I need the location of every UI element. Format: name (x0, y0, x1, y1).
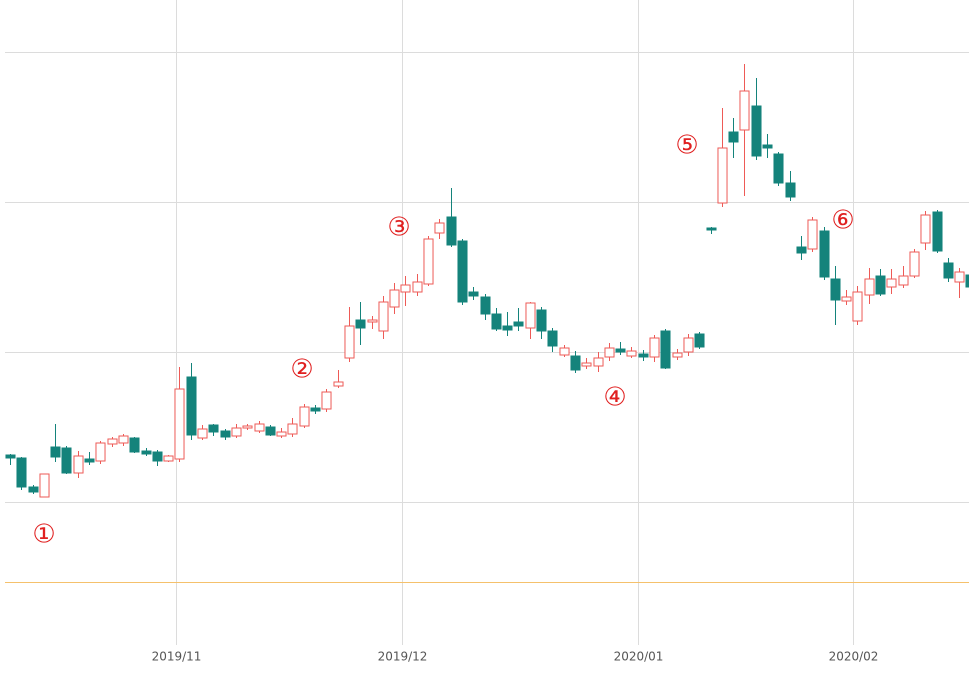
candle-body (242, 425, 253, 429)
candle-body (649, 337, 660, 358)
candle-body (378, 301, 389, 332)
candle-body (129, 437, 140, 453)
x-tick-label: 2019/12 (378, 650, 428, 664)
candle-body (61, 447, 72, 474)
candle-body (570, 355, 581, 371)
candle-body (84, 458, 95, 463)
candle-body (287, 423, 298, 435)
candle-body (536, 309, 547, 332)
candle-body (807, 219, 818, 250)
candle-body (581, 362, 592, 367)
candle-body (491, 313, 502, 330)
annotation: ② (290, 355, 313, 385)
candle-body (660, 330, 671, 369)
candle-body (276, 431, 287, 437)
candle-body (717, 147, 728, 204)
candle-body (174, 388, 185, 460)
candle-body (333, 381, 344, 387)
candle-body (920, 214, 931, 244)
candle-body (107, 438, 118, 445)
candle-body (762, 144, 773, 149)
candle-body (16, 457, 27, 488)
x-tick-label: 2020/02 (829, 650, 879, 664)
candle-body (593, 357, 604, 367)
candle-body (604, 347, 615, 358)
x-tick-label: 2020/01 (614, 650, 664, 664)
candle-body (412, 281, 423, 293)
candle-body (457, 240, 468, 303)
candle-body (751, 105, 762, 157)
candle-body (321, 391, 332, 410)
candle-body (943, 262, 954, 279)
candle-body (423, 238, 434, 285)
candle-body (830, 278, 841, 301)
candle-body (299, 406, 310, 427)
candle-body (502, 325, 513, 331)
candle-body (864, 278, 875, 296)
candle-body (400, 284, 411, 293)
candle-body (965, 274, 969, 288)
candle-body (73, 455, 84, 474)
candle-body (852, 291, 863, 322)
candle-body (163, 455, 174, 462)
candle-body (231, 427, 242, 437)
candle-body (5, 454, 16, 459)
annotation: ① (32, 520, 55, 550)
candle-body (819, 230, 830, 278)
candle-body (954, 271, 965, 283)
candle-body (773, 153, 784, 184)
candle-body (739, 90, 750, 131)
candle-body (254, 423, 265, 432)
candle-body (265, 426, 276, 436)
candle-body (389, 289, 400, 308)
candle-body (197, 428, 208, 439)
annotation: ⑤ (675, 131, 698, 161)
candle-body (875, 275, 886, 295)
candle-body (513, 321, 524, 327)
candle-body (626, 350, 637, 357)
candle-body (694, 333, 705, 348)
candle-body (434, 222, 445, 234)
candle-body (909, 251, 920, 277)
candle-body (446, 216, 457, 246)
candle-body (796, 246, 807, 254)
candle-body (728, 131, 739, 143)
candle-body (638, 353, 649, 358)
candle-body (310, 407, 321, 412)
candle-body (898, 275, 909, 286)
candle-body (50, 446, 61, 458)
candle-body (547, 330, 558, 347)
candle-body (886, 278, 897, 288)
candle-body (28, 486, 39, 493)
candle-body (344, 325, 355, 359)
candle-body (468, 291, 479, 297)
candle-body (355, 319, 366, 329)
annotation: ⑥ (831, 206, 854, 236)
candle-body (39, 473, 50, 498)
candle-body (615, 348, 626, 353)
candle-body (367, 319, 378, 323)
candle-body (706, 227, 717, 231)
candle-body (672, 352, 683, 358)
x-tick-label: 2019/11 (152, 650, 202, 664)
candle-body (841, 296, 852, 302)
candle-body (525, 302, 536, 329)
candle-body (95, 442, 106, 462)
candle-body (559, 347, 570, 356)
candle-body (785, 182, 796, 198)
candle-body (186, 376, 197, 436)
candle-body (118, 435, 129, 444)
candle-body (220, 430, 231, 438)
candle-body (683, 337, 694, 353)
annotation: ③ (387, 213, 410, 243)
annotation: ④ (603, 383, 626, 413)
candle-body (152, 451, 163, 462)
candle-body (480, 296, 491, 315)
candle-body (141, 450, 152, 455)
candle-body (208, 424, 219, 433)
candle-body (932, 211, 943, 252)
